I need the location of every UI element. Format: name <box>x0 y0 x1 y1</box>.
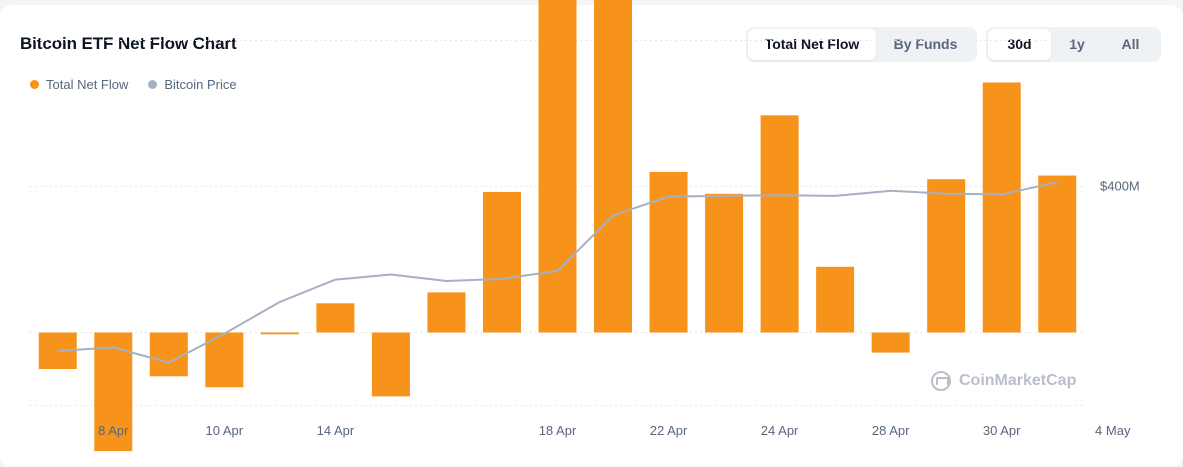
flow-bar <box>316 303 355 333</box>
flow-bar <box>760 115 799 333</box>
legend-dot-price <box>148 80 158 89</box>
flow-bar <box>816 266 855 333</box>
flow-bar <box>982 82 1021 333</box>
total-net-flow-tab[interactable]: Total Net Flow <box>748 29 876 60</box>
flow-bar <box>205 332 244 388</box>
watermark: CoinMarketCap <box>931 371 1076 391</box>
flow-bar <box>594 0 633 333</box>
flow-bar <box>538 0 577 333</box>
legend-dot-flow <box>30 80 39 89</box>
range-30d-tab[interactable]: 30d <box>988 29 1051 60</box>
x-tick-label: 24 Apr <box>761 423 799 438</box>
flow-bar <box>94 332 133 452</box>
x-tick-label: 4 May <box>1095 423 1131 438</box>
flow-bar <box>927 179 966 333</box>
flow-bar <box>705 193 744 333</box>
price-line <box>57 181 1058 364</box>
view-toggle: Total Net Flow By Funds <box>746 27 977 62</box>
x-tick-label: 18 Apr <box>539 423 577 438</box>
y-tick-label: $400M <box>1100 179 1140 194</box>
legend-label-flow: Total Net Flow <box>46 77 129 92</box>
legend-item-flow[interactable]: Total Net Flow <box>30 77 128 92</box>
range-toggle: 30d 1y All <box>986 27 1161 62</box>
flow-bar <box>1038 175 1077 333</box>
coinmarketcap-logo-icon <box>931 371 951 391</box>
watermark-text: CoinMarketCap <box>959 372 1077 389</box>
flow-bar <box>649 171 688 333</box>
x-tick-label: 28 Apr <box>872 423 910 438</box>
flow-bar <box>427 292 466 333</box>
flow-bar <box>371 332 410 397</box>
range-all-tab[interactable]: All <box>1121 36 1140 52</box>
flow-bar <box>260 332 299 335</box>
x-tick-label: 22 Apr <box>650 423 688 438</box>
x-tick-label: 30 Apr <box>983 423 1021 438</box>
legend-item-price[interactable]: Bitcoin Price <box>148 77 237 92</box>
page-title: Bitcoin ETF Net Flow Chart <box>20 34 237 53</box>
x-tick-label: 14 Apr <box>317 423 355 438</box>
flow-bar <box>482 191 521 333</box>
flow-bar <box>149 332 188 377</box>
chart-legend: Total Net Flow Bitcoin Price <box>30 77 257 92</box>
x-tick-label: 10 Apr <box>206 423 244 438</box>
flow-bar <box>871 332 910 353</box>
legend-label-price: Bitcoin Price <box>164 77 237 92</box>
x-tick-label: 8 Apr <box>98 423 129 438</box>
